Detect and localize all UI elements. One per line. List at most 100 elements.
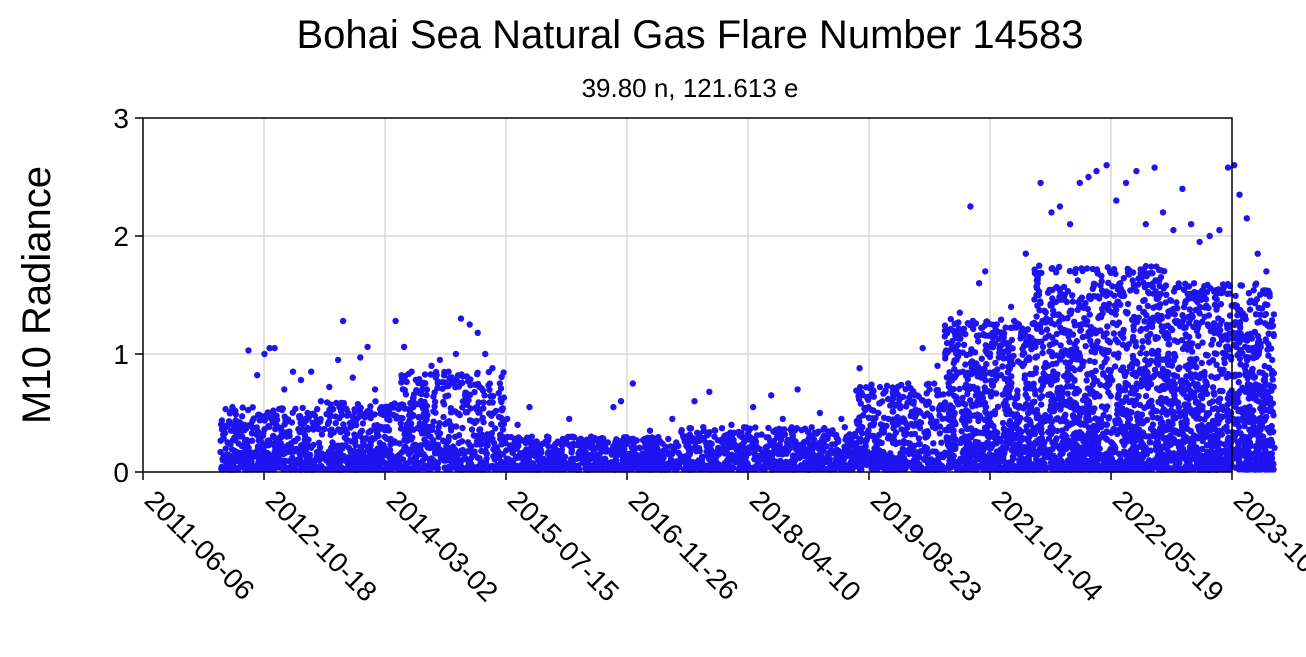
data-point xyxy=(1130,333,1137,341)
data-point xyxy=(943,347,950,354)
data-point xyxy=(278,405,285,412)
data-point xyxy=(1009,424,1016,431)
data-point xyxy=(1064,390,1071,397)
data-point xyxy=(537,447,545,454)
data-point xyxy=(642,440,649,448)
data-point xyxy=(324,452,331,459)
data-point xyxy=(241,438,249,445)
data-point xyxy=(1153,385,1161,392)
data-point xyxy=(524,434,531,441)
data-point xyxy=(420,451,427,458)
data-point xyxy=(989,340,996,347)
data-point xyxy=(282,464,289,472)
data-point xyxy=(495,390,502,397)
data-point xyxy=(706,457,714,464)
data-point xyxy=(1023,423,1030,430)
data-point xyxy=(348,448,355,455)
data-point xyxy=(360,439,367,446)
data-point xyxy=(1069,292,1076,299)
data-point xyxy=(300,441,307,448)
data-point xyxy=(521,457,528,464)
data-point xyxy=(797,444,804,451)
data-point xyxy=(715,444,722,452)
data-point xyxy=(340,421,347,428)
data-point xyxy=(961,420,968,427)
data-point xyxy=(977,464,984,471)
data-point xyxy=(305,426,312,433)
data-point xyxy=(408,436,415,443)
data-point xyxy=(248,430,256,437)
data-point xyxy=(482,447,489,455)
data-point xyxy=(1062,445,1070,453)
data-point xyxy=(931,423,938,430)
data-point xyxy=(256,417,263,424)
data-point xyxy=(765,461,772,468)
data-point xyxy=(299,465,307,472)
data-point xyxy=(573,455,581,462)
data-point xyxy=(724,465,731,472)
data-point xyxy=(672,443,680,450)
data-point xyxy=(457,460,464,467)
data-point xyxy=(677,452,684,460)
data-point xyxy=(990,422,997,430)
data-point xyxy=(379,449,386,457)
data-point xyxy=(1148,459,1156,467)
data-point xyxy=(636,444,643,451)
data-point xyxy=(463,390,470,397)
data-point xyxy=(1125,341,1133,348)
data-point xyxy=(998,341,1006,349)
data-point xyxy=(474,404,481,411)
data-point xyxy=(242,463,250,470)
data-point xyxy=(1152,333,1159,341)
data-point xyxy=(848,449,855,456)
data-point xyxy=(1086,292,1093,300)
data-point xyxy=(1071,322,1079,329)
data-point xyxy=(933,387,940,394)
data-point xyxy=(1034,302,1041,309)
data-point xyxy=(962,381,970,388)
data-point xyxy=(435,444,442,452)
data-point xyxy=(523,446,530,453)
data-point xyxy=(644,452,652,459)
data-point xyxy=(313,416,320,424)
data-point xyxy=(958,428,965,435)
data-point xyxy=(1059,389,1066,396)
data-point xyxy=(1102,435,1109,442)
data-point xyxy=(831,441,839,448)
data-point xyxy=(423,439,431,447)
data-point xyxy=(330,429,337,436)
data-point xyxy=(545,442,552,450)
data-point xyxy=(336,415,343,422)
data-point xyxy=(1084,432,1091,439)
data-point xyxy=(374,445,381,452)
data-point xyxy=(1083,438,1090,446)
data-point xyxy=(329,406,337,413)
data-point xyxy=(545,449,552,456)
data-point xyxy=(925,380,932,388)
data-point xyxy=(1043,315,1050,322)
data-point xyxy=(879,456,887,464)
data-point xyxy=(537,458,544,465)
data-point xyxy=(1151,366,1159,373)
data-point xyxy=(806,461,813,468)
data-point xyxy=(1145,338,1152,346)
data-point xyxy=(833,447,840,454)
data-point xyxy=(872,414,879,422)
data-point xyxy=(960,325,968,332)
data-points xyxy=(217,162,1278,473)
data-point xyxy=(705,451,712,458)
data-point xyxy=(962,372,970,380)
chart-title: Bohai Sea Natural Gas Flare Number 14583 xyxy=(296,13,1083,57)
data-point xyxy=(220,434,227,442)
data-point xyxy=(730,464,737,472)
data-point xyxy=(489,399,496,406)
data-point xyxy=(482,441,490,448)
data-point xyxy=(787,426,794,433)
data-point xyxy=(1006,387,1013,394)
data-point xyxy=(854,455,861,463)
data-point xyxy=(386,447,394,454)
data-point xyxy=(270,407,277,414)
data-point xyxy=(735,428,742,436)
data-point xyxy=(981,332,989,339)
data-point xyxy=(377,424,384,431)
